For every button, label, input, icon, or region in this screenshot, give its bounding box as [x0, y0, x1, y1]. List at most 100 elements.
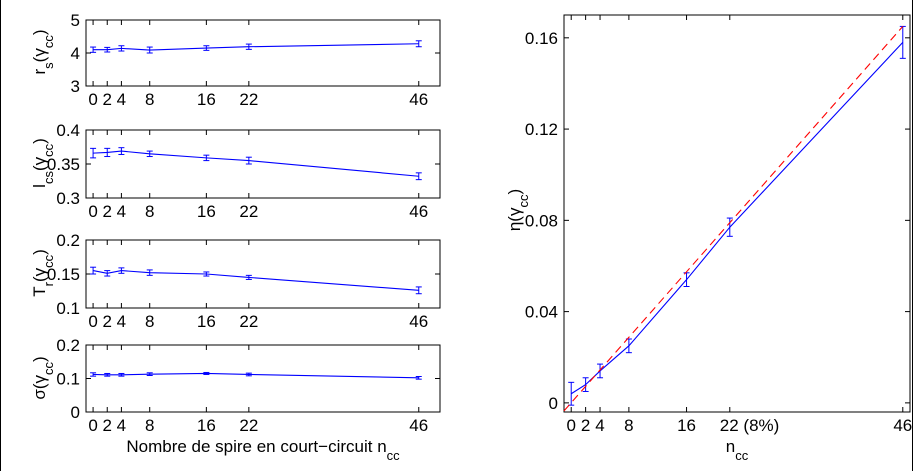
y-axis-label-lcs: lcs(γcc): [30, 138, 56, 188]
error-bar: [597, 363, 604, 379]
y-label-close: ): [30, 356, 49, 362]
y-tick-label: 0.1: [56, 299, 80, 318]
y-label-sub2: cc: [41, 254, 56, 268]
y-label-close: ): [505, 189, 524, 195]
y-label-main: r: [30, 69, 49, 75]
y-tick-label: 0: [549, 394, 558, 413]
x-tick-label: 8: [145, 312, 154, 331]
y-tick-label: 0.2: [56, 336, 80, 355]
x-tick-label: 22: [239, 312, 258, 331]
error-bar: [104, 147, 111, 158]
y-axis-label-rs: rs(γcc): [30, 29, 56, 74]
x-tick-label: 46: [409, 416, 428, 435]
y-label-open: (γ: [30, 48, 49, 63]
error-bar: [415, 40, 422, 48]
x-tick-label: 8: [145, 90, 154, 109]
y-label-open: (γ: [30, 267, 49, 282]
y-tick-label: 0.2: [56, 231, 80, 250]
x-label-main: Nombre de spire en court−circuit n: [126, 437, 386, 456]
error-bar: [245, 274, 252, 280]
x-label-sub: cc: [387, 448, 401, 463]
x-axis-label-sigma: Nombre de spire en court−circuit ncc: [126, 437, 400, 463]
y-tick-label: 0.12: [525, 120, 558, 139]
error-bar: [90, 266, 97, 275]
y-tick-label: 4: [71, 44, 80, 63]
error-bar: [118, 267, 125, 274]
x-tick-label: 2: [103, 202, 112, 221]
x-label-sub: cc: [735, 448, 749, 463]
x-tick-label: 16: [197, 90, 216, 109]
x-tick-label: 0: [88, 90, 97, 109]
error-bar: [118, 45, 125, 52]
error-bar: [245, 372, 252, 377]
error-bar: [203, 154, 210, 162]
y-label-close: ): [30, 29, 49, 35]
y-label-close: ): [30, 138, 49, 144]
x-tick-label: 2: [103, 312, 112, 331]
x-tick-label: 2: [581, 416, 590, 435]
y-tick-label: 0: [71, 403, 80, 422]
y-label-open: (γ: [30, 375, 49, 390]
error-bar: [415, 286, 422, 295]
y-tick-label: 0.3: [56, 189, 80, 208]
y-axis-label-eta: η(γcc): [505, 189, 531, 231]
error-bar: [415, 375, 422, 380]
plot-area-lcs: [85, 129, 441, 199]
error-bar: [726, 217, 733, 237]
x-tick-label: 4: [117, 312, 126, 331]
y-tick-label: 0.1: [56, 370, 80, 389]
x-tick-label: 4: [595, 416, 604, 435]
error-bar: [203, 271, 210, 277]
error-bar: [415, 172, 422, 181]
series-line-eta-1: [563, 26, 904, 412]
x-tick-label: 8: [145, 416, 154, 435]
x-tick-label: 46: [893, 416, 912, 435]
error-bar: [118, 372, 125, 377]
error-bar: [104, 46, 111, 53]
x-tick-label: 0: [88, 202, 97, 221]
x-tick-label: 22: [239, 202, 258, 221]
y-label-sub2: cc: [41, 35, 56, 49]
x-tick-label: 46: [409, 312, 428, 331]
error-bar: [146, 46, 153, 54]
x-tick-label: 22: [239, 90, 258, 109]
y-label-sub2: cc: [41, 362, 56, 376]
x-tick-label: 2: [103, 90, 112, 109]
y-label-main: T: [30, 286, 49, 296]
error-bar: [203, 371, 210, 375]
x-tick-label: 16: [677, 416, 696, 435]
x-tick-label: 16: [197, 202, 216, 221]
x-tick-label: 22: [239, 416, 258, 435]
panel-tr: 0.1 0.15 0.2 0 2 4 8 16 22 46 Tr(γcc): [30, 231, 441, 331]
y-label-open: (γ: [30, 156, 49, 171]
y-tick-label: 3: [71, 77, 80, 96]
y-tick-label: 0.16: [525, 29, 558, 48]
error-bar: [146, 269, 153, 276]
x-tick-label: 16: [197, 416, 216, 435]
y-tick-label: 0.35: [47, 155, 80, 174]
error-bar: [90, 46, 97, 53]
y-tick-label: 0.4: [56, 121, 80, 140]
y-tick-label: 0.08: [525, 211, 558, 230]
error-bar: [899, 25, 906, 59]
error-bar: [203, 45, 210, 51]
y-label-sub: cs: [41, 171, 56, 185]
x-tick-label: 2: [103, 416, 112, 435]
y-label-main: η: [505, 222, 524, 231]
y-tick-label: 0.04: [525, 303, 558, 322]
y-axis-label-tr: Tr(γcc): [30, 249, 56, 297]
y-label-sub: s: [41, 62, 56, 69]
panel-sigma: 00.10.20 2 4 8 16 22 46σ(γcc)Nombre de spire e…: [30, 336, 441, 463]
error-bar: [104, 372, 111, 377]
x-tick-label: 46: [409, 202, 428, 221]
error-bar: [90, 147, 97, 159]
y-label-main: l: [30, 184, 49, 188]
x-tick-label: 16: [197, 312, 216, 331]
plot-area-rs: [85, 19, 441, 87]
plot-area-eta: [563, 14, 911, 413]
error-bar: [245, 43, 252, 50]
error-bar: [683, 272, 690, 288]
error-bar: [582, 377, 589, 392]
error-bar: [90, 372, 97, 377]
